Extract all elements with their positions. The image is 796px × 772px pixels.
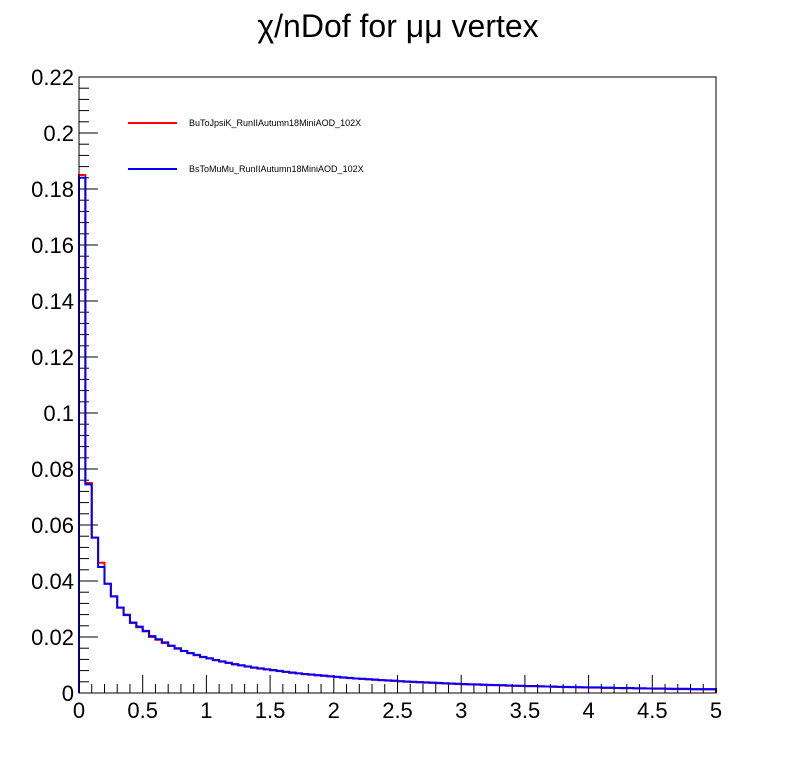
y-tick-label: 0: [62, 681, 74, 706]
legend-label-1: BuToJpsiK_RunIIAutumn18MiniAOD_102X: [189, 118, 361, 128]
y-tick-label: 0.2: [43, 121, 74, 146]
chart-title: χ/nDof for μμ vertex: [257, 8, 538, 44]
x-tick-label: 0.5: [127, 698, 158, 723]
x-tick-label: 3.5: [510, 698, 541, 723]
legend-label-2: BsToMuMu_RunIIAutumn18MiniAOD_102X: [189, 164, 364, 174]
y-tick-label: 0.06: [31, 513, 74, 538]
histogram-series: [78, 174, 717, 693]
y-tick-label: 0.16: [31, 233, 74, 258]
y-tick-label: 0.22: [31, 65, 74, 90]
y-tick-label: 0.12: [31, 345, 74, 370]
x-tick-label: 4: [582, 698, 594, 723]
y-tick-label: 0.04: [31, 569, 74, 594]
y-tick-label: 0.08: [31, 457, 74, 482]
y-tick-label: 0.14: [31, 289, 74, 314]
x-tick-label: 0: [73, 698, 85, 723]
y-tick-label: 0.02: [31, 625, 74, 650]
y-tick-label: 0.18: [31, 177, 74, 202]
series-line-2: [78, 176, 717, 693]
legend: BuToJpsiK_RunIIAutumn18MiniAOD_102X BsToM…: [128, 118, 364, 174]
x-tick-label: 2: [328, 698, 340, 723]
plot-frame: [78, 76, 717, 694]
x-tick-label: 1: [200, 698, 212, 723]
x-tick-label: 1.5: [255, 698, 286, 723]
axis-ticks: 0 0.5 1 1.5 2 2.5 3 3.5 4 4.5 5 0 0.02 0.04 0.06 0.08 0.…: [31, 65, 722, 723]
x-tick-label: 2.5: [382, 698, 413, 723]
x-tick-label: 5: [710, 698, 722, 723]
y-tick-label: 0.1: [43, 401, 74, 426]
x-tick-label: 4.5: [637, 698, 668, 723]
x-tick-label: 3: [455, 698, 467, 723]
series-line-1: [78, 174, 717, 693]
